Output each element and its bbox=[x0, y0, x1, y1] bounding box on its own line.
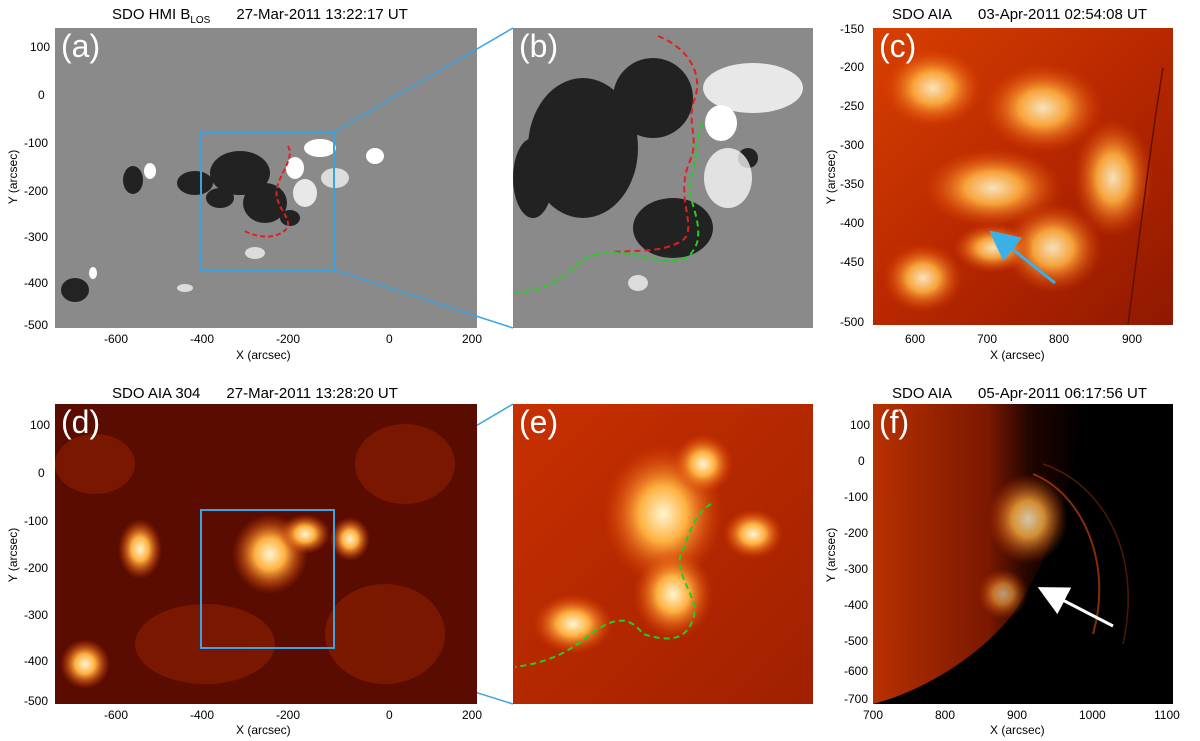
title-a: SDO HMI BLOS 27-Mar-2011 13:22:17 UT bbox=[112, 6, 408, 26]
ytick: 0 bbox=[858, 454, 865, 468]
panel-c-xlabel: X (arcsec) bbox=[990, 348, 1045, 362]
xtick: -400 bbox=[190, 332, 215, 346]
xtick: 900 bbox=[1122, 332, 1143, 346]
panel-f-ylabel: Y (arcsec) bbox=[824, 527, 838, 583]
title-c: SDO AIA 03-Apr-2011 02:54:08 UT bbox=[892, 6, 1147, 23]
xtick: -600 bbox=[104, 332, 129, 346]
ytick: -400 bbox=[24, 276, 49, 290]
panel-b-image: (b) bbox=[513, 28, 813, 328]
panel-f-image: (f) bbox=[873, 404, 1173, 704]
title-a-subscript: LOS bbox=[190, 15, 211, 26]
title-c-instrument: SDO AIA bbox=[892, 6, 953, 23]
panel-d-label: (d) bbox=[61, 404, 101, 440]
ytick: -500 bbox=[24, 694, 49, 708]
ytick: -250 bbox=[840, 99, 865, 113]
title-d-instrument: SDO AIA 304 bbox=[112, 385, 201, 402]
xtick: 200 bbox=[462, 708, 483, 722]
panel-a-label: (a) bbox=[61, 28, 101, 64]
panel-e-image: (e) bbox=[513, 404, 813, 704]
ytick: -200 bbox=[840, 60, 865, 74]
ytick: -500 bbox=[844, 634, 869, 648]
title-f-time: 05-Apr-2011 06:17:56 UT bbox=[978, 385, 1148, 402]
xtick: 1100 bbox=[1154, 708, 1180, 722]
ytick: 100 bbox=[850, 418, 871, 432]
panel-e-label: (e) bbox=[519, 404, 559, 440]
ytick: -200 bbox=[844, 526, 869, 540]
ytick: -300 bbox=[844, 562, 869, 576]
panel-c-ylabel: Y (arcsec) bbox=[824, 149, 838, 205]
ytick: -200 bbox=[24, 184, 49, 198]
ytick: -100 bbox=[844, 490, 869, 504]
panel-b-label: (b) bbox=[519, 28, 559, 64]
ytick: -300 bbox=[840, 138, 865, 152]
panel-d-xlabel: X (arcsec) bbox=[236, 723, 291, 737]
ytick: -300 bbox=[24, 230, 49, 244]
xtick: 900 bbox=[1007, 708, 1028, 722]
title-f-instrument: SDO AIA bbox=[892, 385, 953, 402]
ytick: -300 bbox=[24, 608, 49, 622]
panel-c-label: (c) bbox=[879, 28, 917, 64]
title-c-time: 03-Apr-2011 02:54:08 UT bbox=[978, 6, 1148, 23]
ytick: -150 bbox=[840, 22, 865, 36]
title-f: SDO AIA 05-Apr-2011 06:17:56 UT bbox=[892, 385, 1147, 402]
panel-a-magnetogram bbox=[55, 28, 477, 328]
panel-e-euv-image bbox=[513, 404, 813, 704]
title-a-time: 27-Mar-2011 13:22:17 UT bbox=[236, 6, 408, 23]
ytick: -600 bbox=[844, 664, 869, 678]
xtick: 0 bbox=[386, 708, 393, 722]
xtick: 700 bbox=[977, 332, 998, 346]
ytick: -700 bbox=[844, 692, 869, 706]
xtick: 200 bbox=[462, 332, 483, 346]
panel-d-ylabel: Y (arcsec) bbox=[6, 527, 20, 583]
ytick: -400 bbox=[844, 598, 869, 612]
ytick: -200 bbox=[24, 561, 49, 575]
xtick: -400 bbox=[190, 708, 215, 722]
xtick: -200 bbox=[276, 708, 301, 722]
ytick: 100 bbox=[30, 418, 51, 432]
panel-d-image: (d) bbox=[55, 404, 477, 704]
xtick: 700 bbox=[863, 708, 884, 722]
ytick: -100 bbox=[24, 514, 49, 528]
panel-f-xlabel: X (arcsec) bbox=[990, 723, 1045, 737]
xtick: 1000 bbox=[1079, 708, 1106, 722]
ytick: 0 bbox=[38, 88, 45, 102]
xtick: 0 bbox=[386, 332, 393, 346]
panel-c-image: (c) bbox=[873, 28, 1173, 325]
xtick: 800 bbox=[1049, 332, 1070, 346]
ytick: -350 bbox=[840, 177, 865, 191]
ytick: -400 bbox=[24, 654, 49, 668]
panel-a-xlabel: X (arcsec) bbox=[236, 348, 291, 362]
panel-c-euv-image bbox=[873, 28, 1173, 325]
ytick: -500 bbox=[840, 315, 865, 329]
panel-a-image: (a) bbox=[55, 28, 477, 328]
ytick: -400 bbox=[840, 216, 865, 230]
panel-d-euv-image bbox=[55, 404, 477, 704]
ytick: -500 bbox=[24, 318, 49, 332]
ytick: 100 bbox=[30, 40, 51, 54]
title-a-instrument: SDO HMI B bbox=[112, 6, 191, 23]
xtick: -600 bbox=[104, 708, 129, 722]
ytick: 0 bbox=[38, 466, 45, 480]
title-d-time: 27-Mar-2011 13:28:20 UT bbox=[226, 385, 398, 402]
panel-b-magnetogram bbox=[513, 28, 813, 328]
panel-f-label: (f) bbox=[879, 404, 910, 440]
panel-a-ylabel: Y (arcsec) bbox=[6, 149, 20, 205]
xtick: 600 bbox=[905, 332, 926, 346]
xtick: 800 bbox=[935, 708, 956, 722]
ytick: -100 bbox=[24, 136, 49, 150]
xtick: -200 bbox=[276, 332, 301, 346]
ytick: -450 bbox=[840, 255, 865, 269]
panel-f-euv-image bbox=[873, 404, 1173, 704]
title-d: SDO AIA 304 27-Mar-2011 13:28:20 UT bbox=[112, 385, 398, 402]
